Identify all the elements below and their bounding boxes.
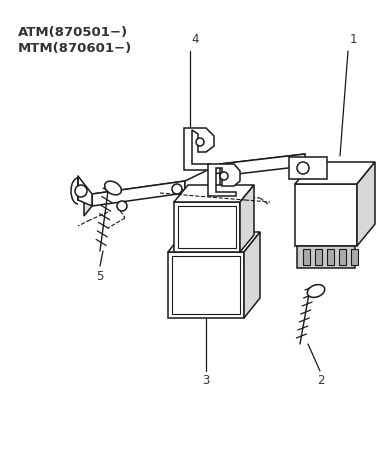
Polygon shape (351, 249, 358, 265)
Polygon shape (208, 164, 240, 196)
Polygon shape (168, 232, 260, 252)
Text: 2: 2 (317, 374, 325, 387)
Ellipse shape (307, 285, 325, 297)
Polygon shape (174, 202, 240, 252)
Text: 5: 5 (96, 270, 104, 283)
Text: ATM(870501−): ATM(870501−) (18, 26, 128, 39)
Polygon shape (357, 162, 375, 246)
Polygon shape (295, 184, 357, 246)
Polygon shape (185, 164, 220, 209)
Polygon shape (295, 162, 375, 184)
Polygon shape (244, 232, 260, 318)
Polygon shape (339, 249, 346, 265)
Polygon shape (240, 185, 254, 252)
Polygon shape (327, 249, 334, 265)
Polygon shape (315, 249, 322, 265)
Polygon shape (168, 252, 244, 318)
Circle shape (297, 162, 309, 174)
Circle shape (75, 185, 87, 197)
Circle shape (220, 172, 228, 180)
Polygon shape (220, 154, 305, 176)
Polygon shape (174, 185, 254, 202)
Polygon shape (297, 246, 355, 268)
Polygon shape (212, 154, 305, 174)
Text: 3: 3 (202, 374, 210, 387)
Polygon shape (303, 249, 310, 265)
Polygon shape (84, 181, 185, 204)
Polygon shape (84, 194, 92, 216)
Ellipse shape (105, 181, 121, 195)
Polygon shape (289, 157, 327, 179)
Circle shape (196, 138, 204, 146)
Text: 4: 4 (191, 33, 198, 46)
Polygon shape (78, 176, 92, 206)
Polygon shape (92, 181, 185, 206)
Text: 1: 1 (350, 33, 357, 46)
Circle shape (172, 184, 182, 194)
Polygon shape (184, 128, 214, 170)
Text: MTM(870601−): MTM(870601−) (18, 42, 132, 55)
Circle shape (117, 201, 127, 211)
